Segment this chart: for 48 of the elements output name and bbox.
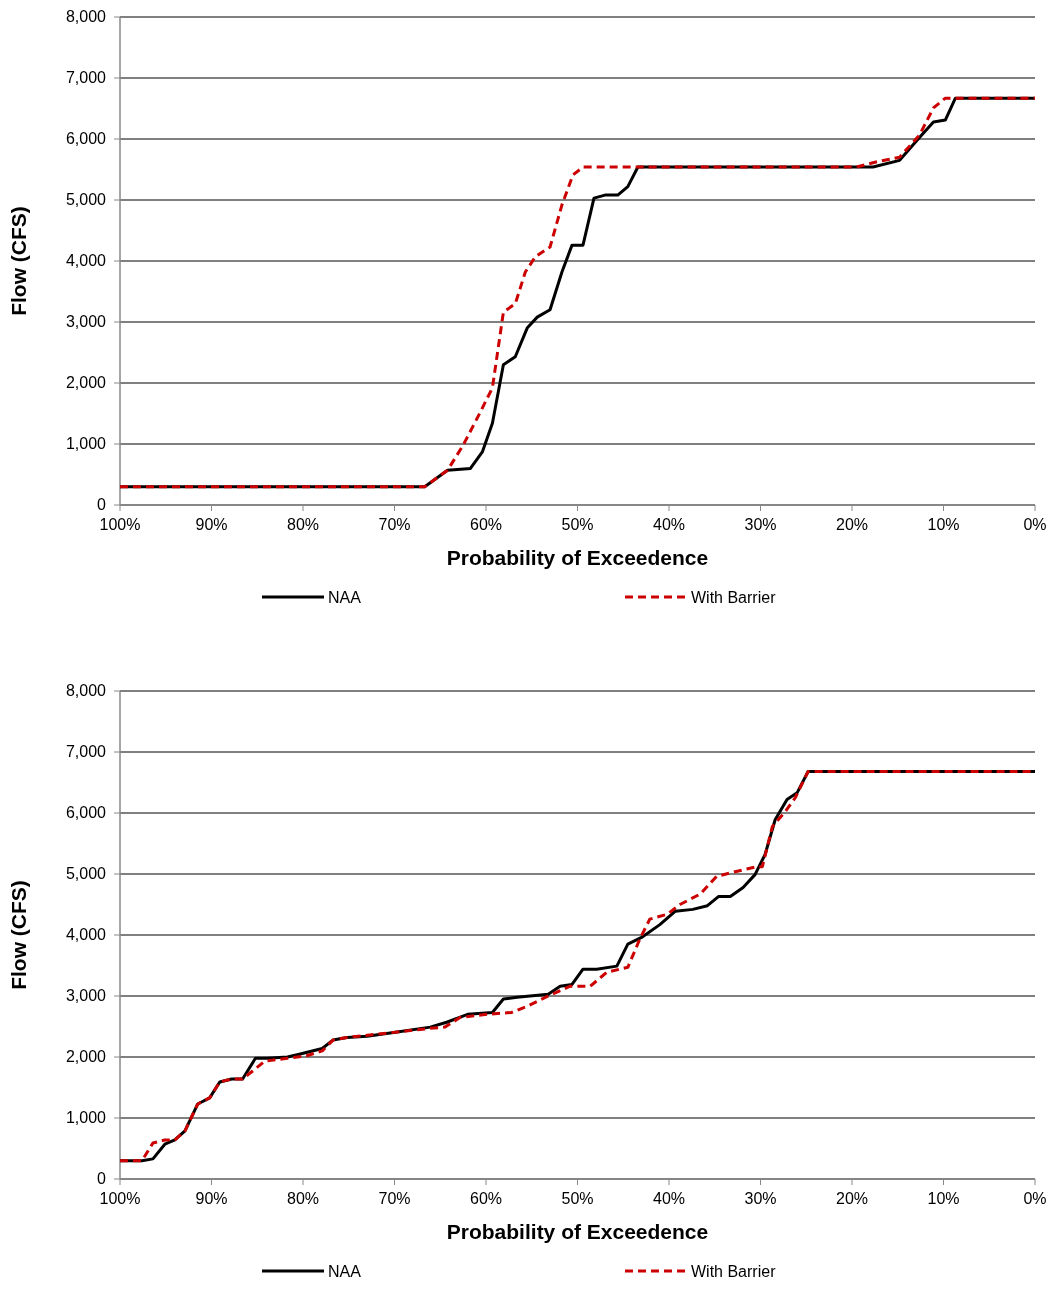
x-tick-label: 20% — [835, 1190, 869, 1207]
x-axis-title: Probability of Exceedence — [446, 546, 709, 569]
legend-label: NAA — [328, 1263, 362, 1280]
y-tick-label: 3,000 — [65, 987, 107, 1004]
x-tick-label: 90% — [195, 516, 228, 533]
legend-label: NAA — [328, 589, 362, 606]
y-tick-label: 7,000 — [65, 743, 107, 760]
y-tick-label: 5,000 — [65, 191, 107, 208]
x-tick-label: 100% — [99, 1190, 141, 1207]
y-tick-label: 7,000 — [65, 69, 107, 86]
y-tick-label: 4,000 — [65, 926, 107, 943]
x-tick-label: 70% — [378, 516, 411, 533]
legend-label: With Barrier — [691, 1263, 777, 1280]
y-tick-label: 6,000 — [65, 130, 107, 147]
y-axis-title: Flow (CFS) — [7, 206, 30, 316]
y-tick-label: 5,000 — [65, 865, 107, 882]
y-tick-label: 1,000 — [65, 435, 107, 452]
x-tick-label: 90% — [195, 1190, 228, 1207]
x-axis-title: Probability of Exceedence — [446, 1220, 709, 1243]
x-tick-label: 20% — [835, 516, 869, 533]
y-tick-label: 0 — [97, 496, 107, 513]
x-tick-label: 30% — [744, 516, 777, 533]
x-tick-label: 100% — [99, 516, 141, 533]
y-tick-label: 3,000 — [65, 313, 107, 330]
y-tick-label: 8,000 — [65, 682, 107, 699]
y-tick-label: 8,000 — [65, 8, 107, 25]
x-tick-label: 30% — [744, 1190, 777, 1207]
x-tick-label: 80% — [286, 1190, 320, 1207]
x-tick-label: 10% — [927, 516, 960, 533]
y-tick-label: 1,000 — [65, 1109, 107, 1126]
y-axis-title: Flow (CFS) — [7, 880, 30, 990]
y-tick-label: 2,000 — [65, 374, 107, 391]
x-tick-label: 40% — [652, 1190, 686, 1207]
y-tick-label: 2,000 — [65, 1048, 107, 1065]
x-tick-label: 0% — [1023, 516, 1047, 533]
x-tick-label: 0% — [1023, 1190, 1047, 1207]
x-tick-label: 70% — [378, 1190, 411, 1207]
x-tick-label: 50% — [561, 1190, 594, 1207]
x-tick-label: 50% — [561, 516, 594, 533]
x-tick-label: 60% — [469, 516, 503, 533]
x-tick-label: 80% — [286, 516, 320, 533]
x-tick-label: 40% — [652, 516, 686, 533]
y-tick-label: 0 — [97, 1170, 107, 1187]
x-tick-label: 60% — [469, 1190, 503, 1207]
legend-label: With Barrier — [691, 589, 777, 606]
y-tick-label: 6,000 — [65, 804, 107, 821]
y-tick-label: 4,000 — [65, 252, 107, 269]
x-tick-label: 10% — [927, 1190, 960, 1207]
